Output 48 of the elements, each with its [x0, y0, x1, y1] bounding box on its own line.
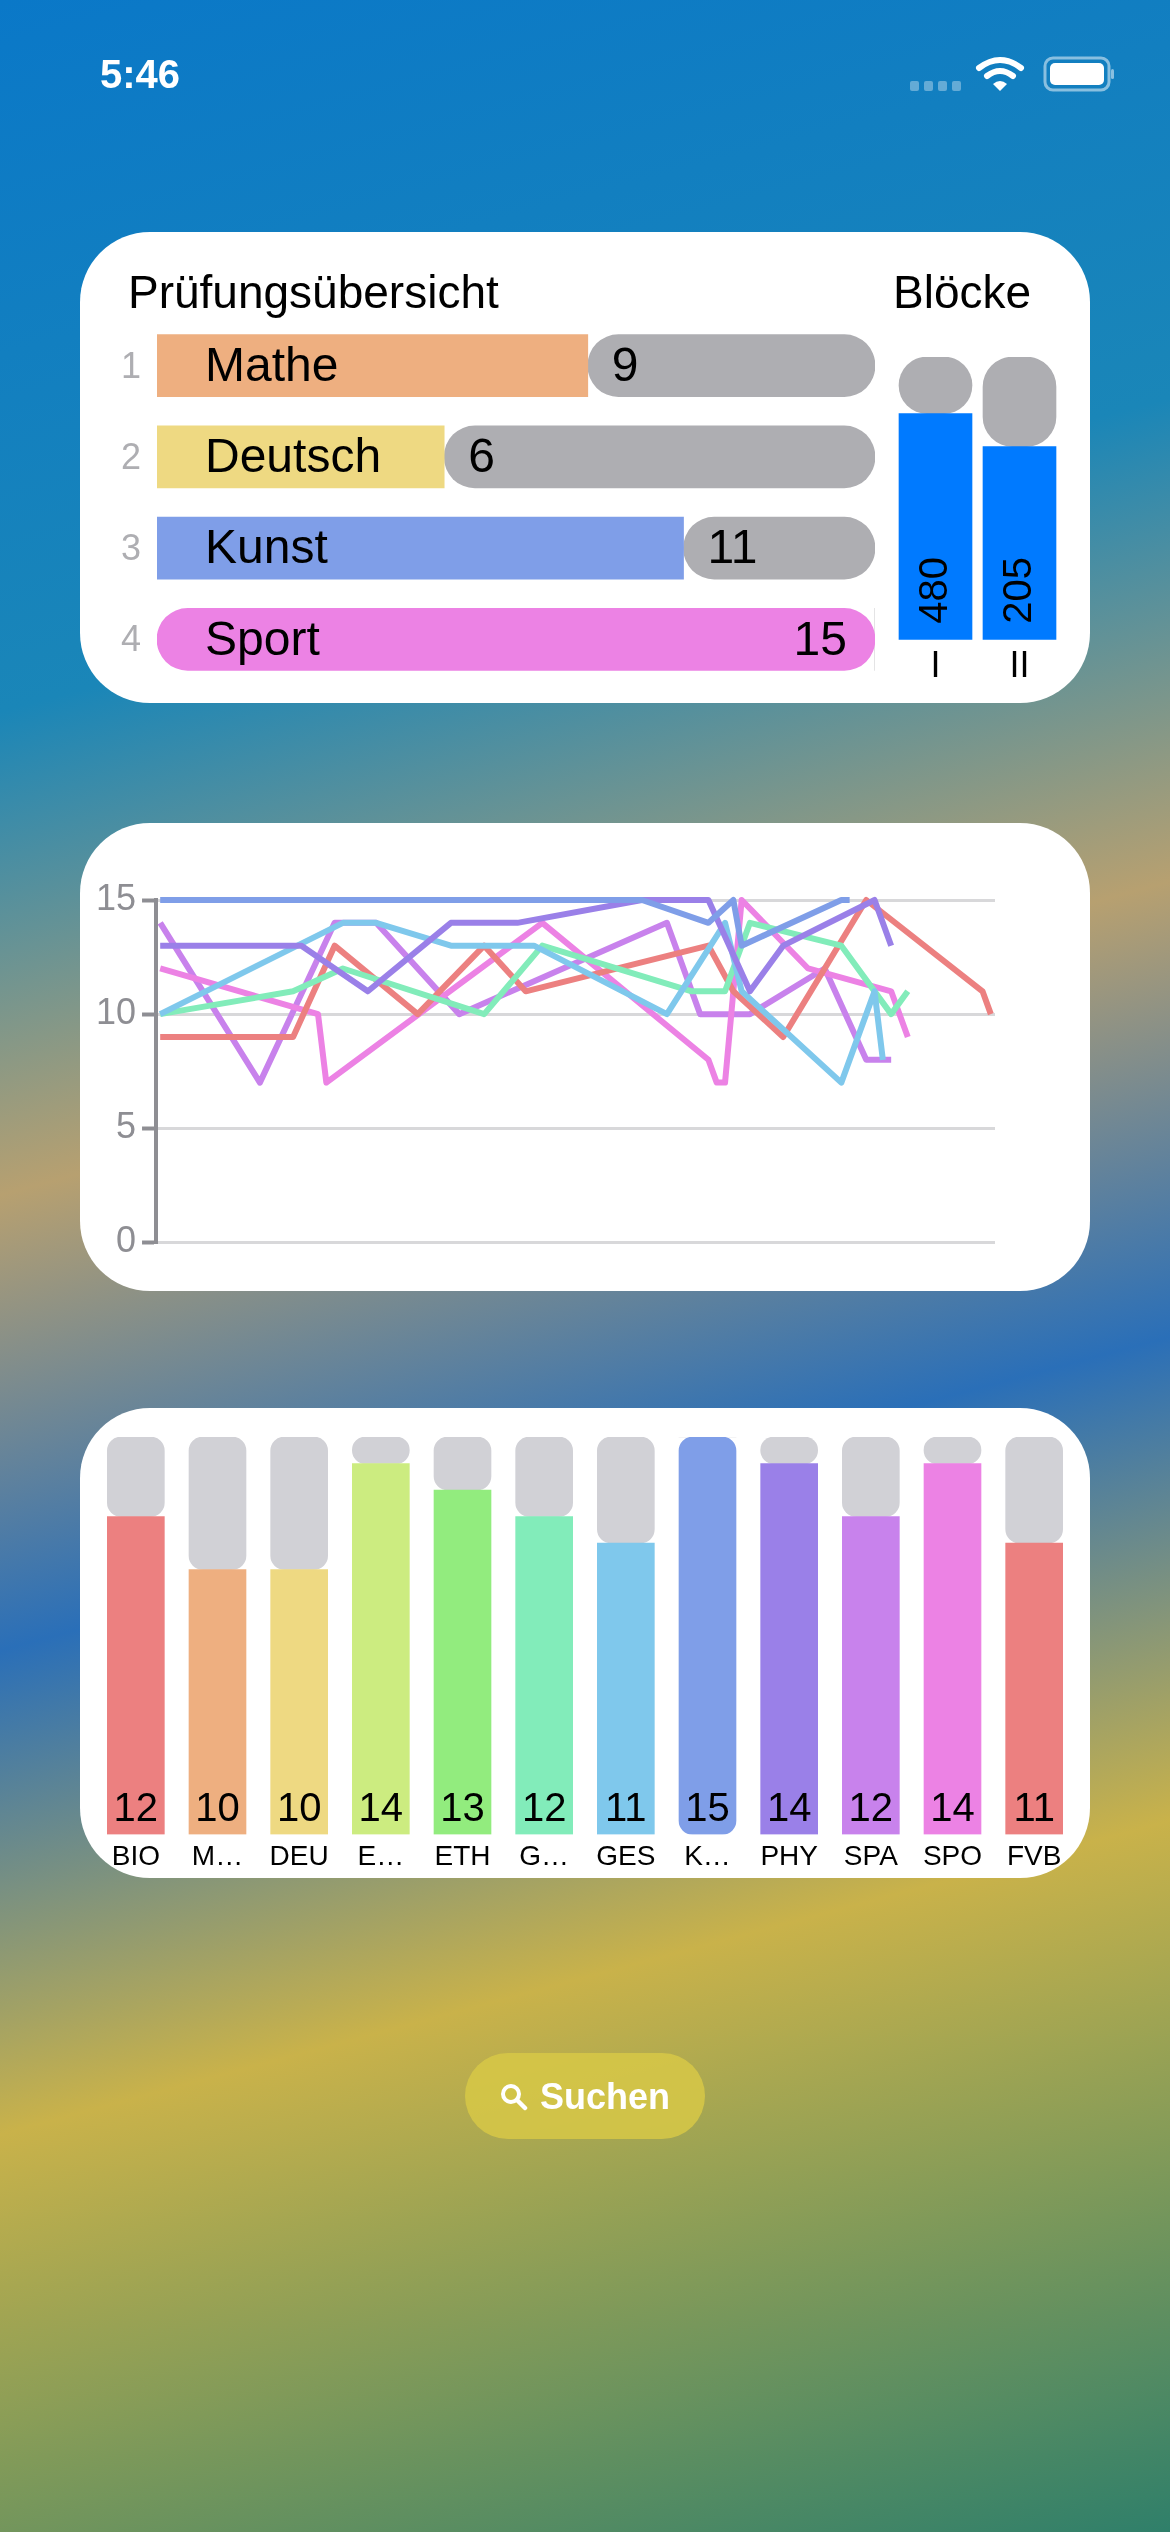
category-label: Deutsch [205, 429, 382, 483]
data-label: 15 [685, 1785, 730, 1830]
data-label: 12 [848, 1785, 894, 1830]
data-label: 12 [113, 1785, 159, 1830]
text: 3 [120, 527, 142, 569]
y-tick-label: 0 [116, 1219, 137, 1261]
x-tick-label: BIO [111, 1839, 160, 1871]
data-label: 205 [994, 557, 1039, 624]
data-label: 12 [521, 1785, 567, 1830]
category-label: Mathe [205, 337, 339, 391]
x-tick-label: ETH [434, 1839, 491, 1871]
category-label: Kunst [205, 520, 328, 574]
data-label: 15 [793, 611, 847, 665]
x-tick-label: GES [596, 1839, 656, 1871]
data-label: 11 [1013, 1785, 1055, 1830]
x-tick-label: II [1009, 644, 1030, 686]
text: Suchen [540, 2076, 671, 2118]
text: 4 [120, 618, 142, 660]
y-tick-label: 5 [116, 1105, 137, 1147]
data-label: 6 [468, 429, 495, 483]
x-tick-label: M… [191, 1839, 244, 1871]
y-tick-label: 15 [96, 876, 137, 918]
x-tick-label: I [930, 644, 941, 686]
data-label: 11 [707, 520, 758, 574]
data-label: 13 [440, 1785, 485, 1830]
x-tick-label: SPO [922, 1839, 983, 1871]
chart-title: Prüfungsübersicht [128, 265, 499, 319]
data-label: 480 [910, 557, 955, 624]
x-tick-label: K… [684, 1839, 731, 1871]
chart-title: Blöcke [893, 265, 1032, 319]
data-label: 10 [276, 1785, 322, 1830]
text: 1 [120, 344, 142, 386]
y-tick-label: 10 [96, 991, 137, 1033]
data-label: 11 [605, 1785, 647, 1830]
data-label: 14 [930, 1785, 975, 1830]
x-tick-label: FVB [1006, 1839, 1062, 1871]
text: 5:46 [100, 52, 181, 97]
x-tick-label: E… [357, 1839, 405, 1871]
data-label: 10 [195, 1785, 240, 1830]
data-label: 14 [766, 1785, 812, 1830]
data-label: 9 [611, 337, 639, 391]
x-tick-label: PHY [760, 1839, 819, 1871]
x-tick-label: SPA [843, 1839, 899, 1871]
text: 2 [120, 435, 142, 477]
data-label: 14 [358, 1785, 404, 1830]
x-tick-label: DEU [269, 1839, 329, 1871]
category-label: Sport [205, 611, 320, 665]
x-tick-label: G… [519, 1839, 570, 1871]
